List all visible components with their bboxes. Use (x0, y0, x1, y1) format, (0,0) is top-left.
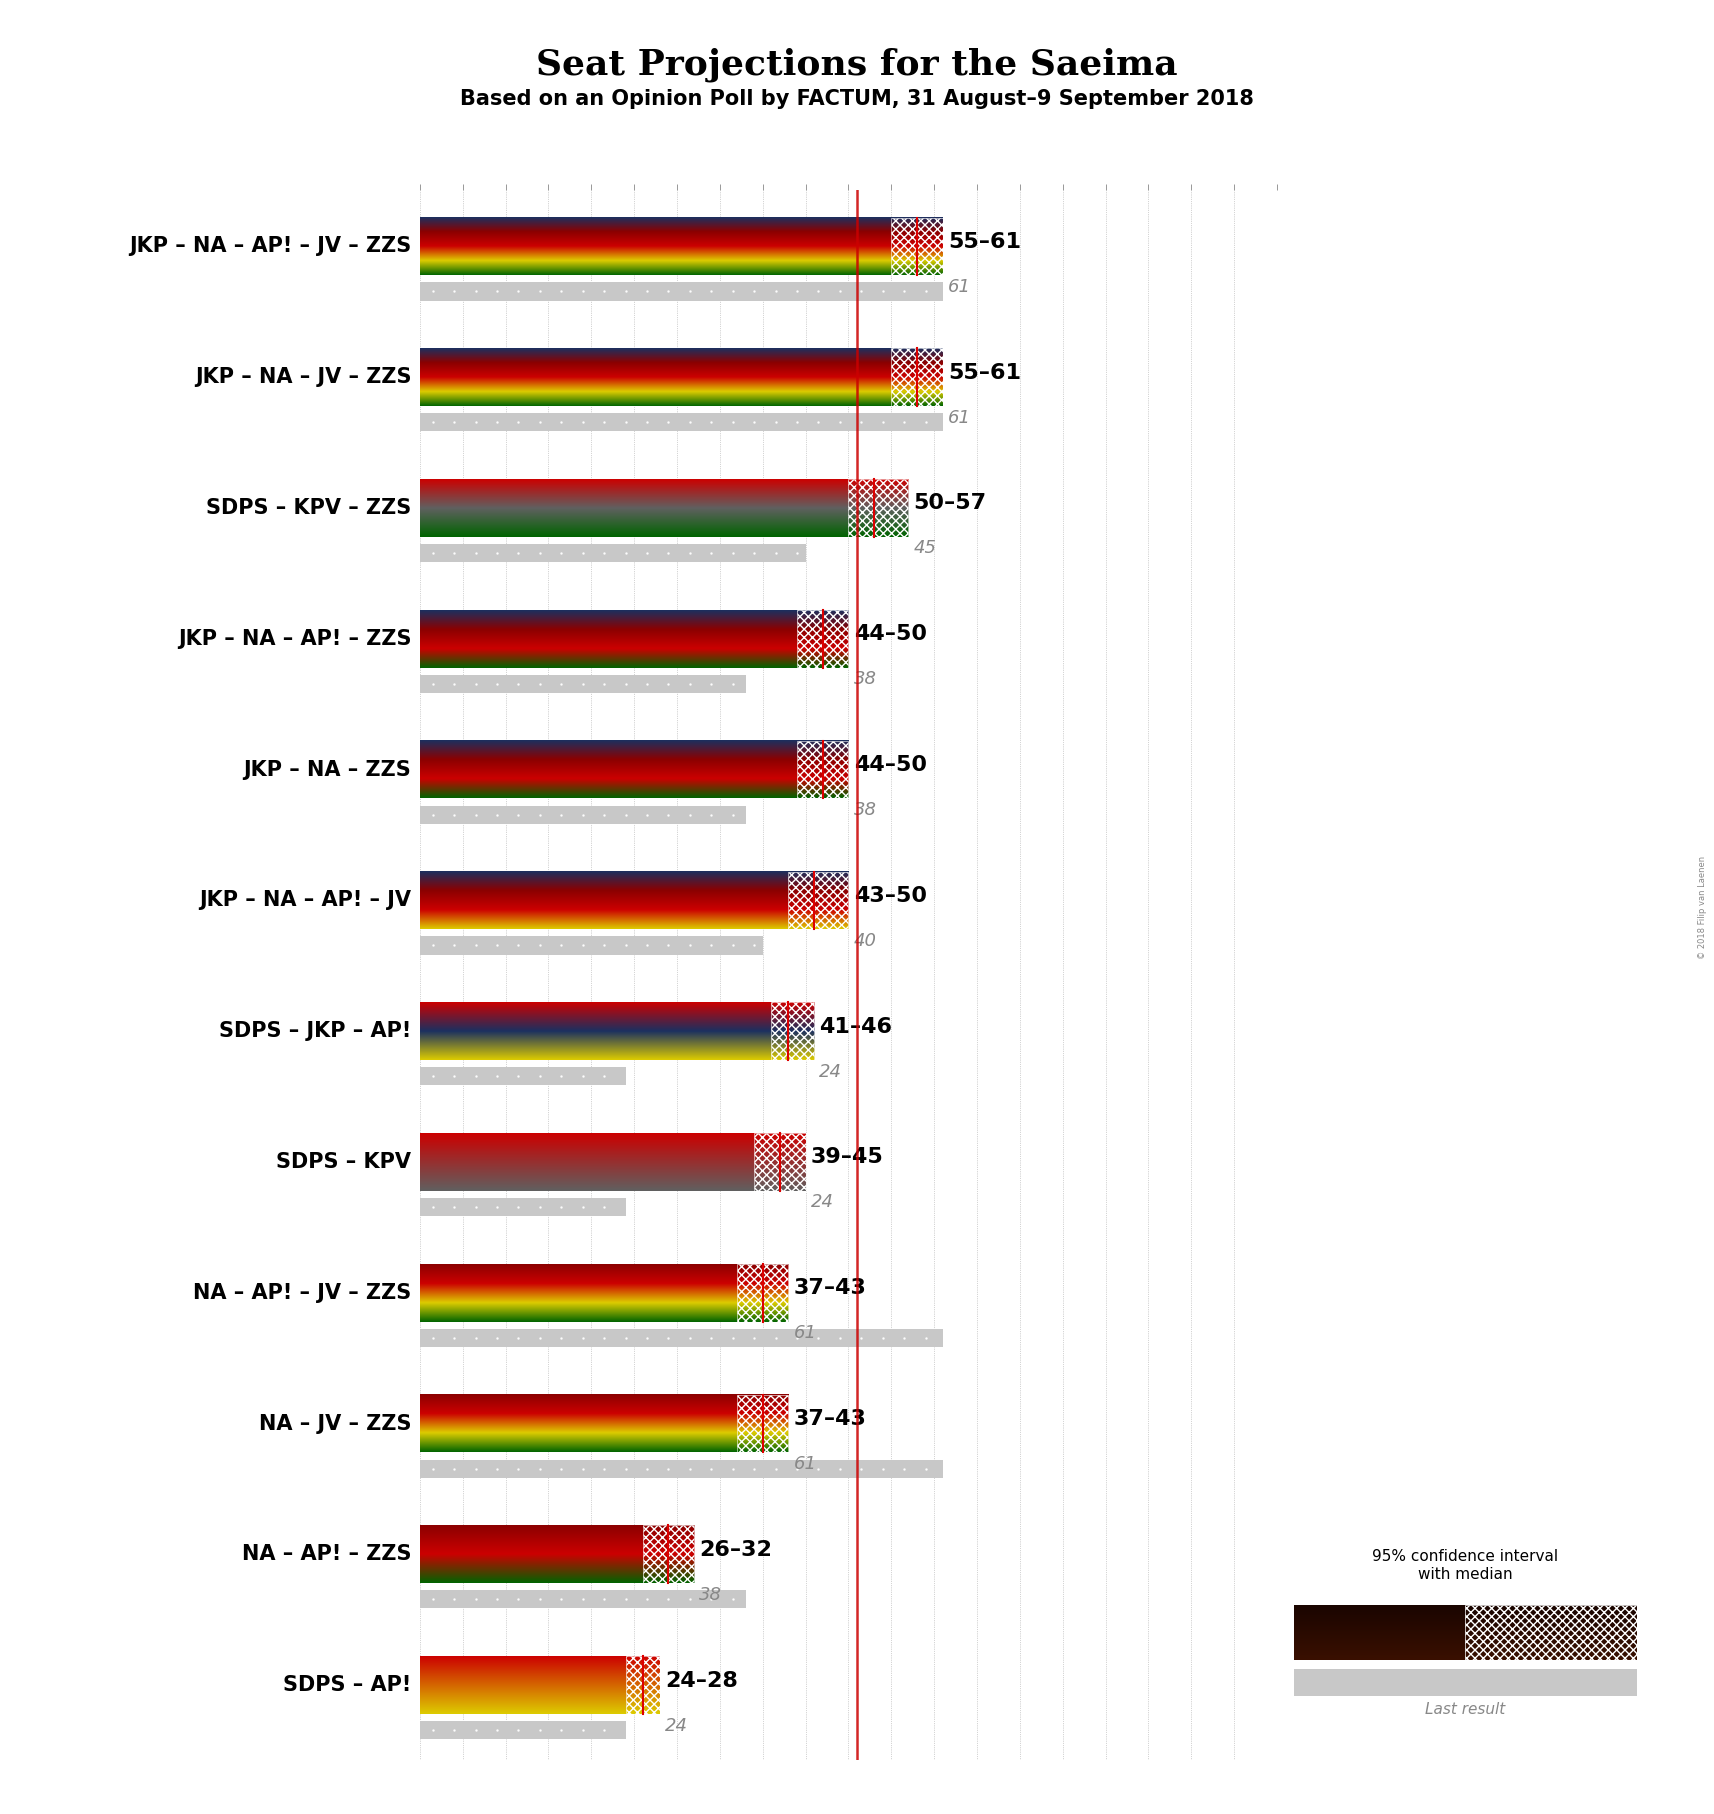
Bar (420, 544, 806, 562)
Text: 95% confidence interval
with median: 95% confidence interval with median (1373, 1549, 1558, 1582)
Bar (643, 1526, 694, 1584)
Bar (737, 1264, 788, 1322)
Bar (754, 1134, 806, 1190)
Text: SDPS – KPV: SDPS – KPV (276, 1152, 411, 1172)
Text: JKP – NA – AP! – JV: JKP – NA – AP! – JV (199, 891, 411, 911)
Bar (420, 1591, 746, 1609)
Text: 24: 24 (665, 1716, 687, 1734)
Text: NA – JV – ZZS: NA – JV – ZZS (259, 1413, 411, 1433)
Bar (420, 1330, 943, 1346)
Text: 37–43: 37–43 (794, 1409, 867, 1429)
Bar (626, 1656, 660, 1714)
Bar (771, 1003, 814, 1059)
Text: 61: 61 (794, 1324, 816, 1342)
Bar (737, 1395, 788, 1453)
Bar (797, 610, 848, 668)
Text: 24–28: 24–28 (665, 1671, 739, 1691)
Text: 41–46: 41–46 (819, 1016, 893, 1036)
Bar (848, 479, 908, 537)
Text: 61: 61 (794, 1455, 816, 1473)
Bar (420, 283, 943, 301)
Text: 61: 61 (948, 278, 970, 296)
Text: JKP – NA – AP! – ZZS: JKP – NA – AP! – ZZS (178, 629, 411, 649)
Text: Seat Projections for the Saeima: Seat Projections for the Saeima (536, 47, 1178, 82)
Bar (1465, 1605, 1637, 1660)
Text: 26–32: 26–32 (699, 1540, 773, 1560)
Text: 37–43: 37–43 (794, 1279, 867, 1299)
Text: 24: 24 (819, 1063, 842, 1081)
Text: 45: 45 (914, 539, 936, 557)
Text: SDPS – AP!: SDPS – AP! (283, 1674, 411, 1694)
Text: JKP – NA – AP! – JV – ZZS: JKP – NA – AP! – JV – ZZS (129, 236, 411, 256)
Text: Based on an Opinion Poll by FACTUM, 31 August–9 September 2018: Based on an Opinion Poll by FACTUM, 31 A… (459, 89, 1255, 109)
Text: JKP – NA – ZZS: JKP – NA – ZZS (243, 760, 411, 780)
Bar (420, 1067, 626, 1085)
Text: 44–50: 44–50 (854, 755, 927, 775)
Bar (891, 218, 943, 276)
Text: 43–50: 43–50 (854, 885, 927, 905)
Bar (891, 348, 943, 406)
Text: NA – AP! – JV – ZZS: NA – AP! – JV – ZZS (194, 1282, 411, 1302)
Text: 38: 38 (854, 802, 876, 818)
Bar (420, 1721, 626, 1740)
Text: 38: 38 (854, 669, 876, 688)
Text: 61: 61 (948, 408, 970, 426)
Bar (420, 805, 746, 824)
Bar (420, 1460, 943, 1478)
Text: 50–57: 50–57 (914, 493, 987, 513)
Bar (420, 675, 746, 693)
Text: SDPS – KPV – ZZS: SDPS – KPV – ZZS (206, 499, 411, 519)
Text: Last result: Last result (1426, 1702, 1505, 1716)
Text: 38: 38 (699, 1585, 722, 1604)
Text: 39–45: 39–45 (811, 1148, 883, 1168)
Text: 24: 24 (811, 1194, 833, 1212)
Text: 55–61: 55–61 (948, 363, 1022, 383)
Text: NA – AP! – ZZS: NA – AP! – ZZS (242, 1544, 411, 1564)
Bar (420, 936, 763, 954)
Text: 40: 40 (854, 932, 876, 951)
Bar (788, 871, 848, 929)
Text: © 2018 Filip van Laenen: © 2018 Filip van Laenen (1697, 856, 1707, 958)
Bar (420, 414, 943, 432)
Bar (797, 740, 848, 798)
Text: 44–50: 44–50 (854, 624, 927, 644)
Text: JKP – NA – JV – ZZS: JKP – NA – JV – ZZS (195, 366, 411, 386)
Bar (420, 1197, 626, 1215)
Text: 55–61: 55–61 (948, 232, 1022, 252)
Text: SDPS – JKP – AP!: SDPS – JKP – AP! (219, 1021, 411, 1041)
